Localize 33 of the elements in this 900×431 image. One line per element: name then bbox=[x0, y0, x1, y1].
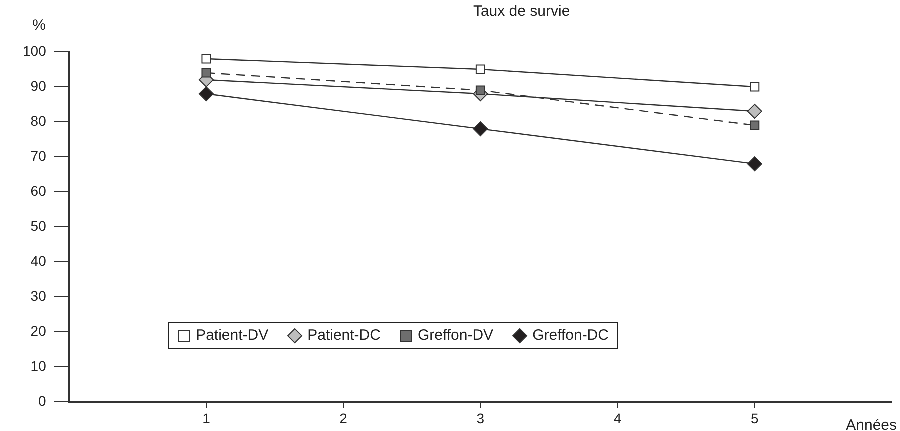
y-axis-title: % bbox=[32, 17, 46, 34]
legend-label: Greffon-DC bbox=[532, 327, 609, 344]
point bbox=[750, 82, 760, 92]
y-tick-label: 60 bbox=[30, 182, 47, 199]
point bbox=[747, 156, 762, 172]
y-tick-label: 50 bbox=[30, 218, 47, 234]
point bbox=[476, 64, 486, 74]
y-tick-label: 0 bbox=[38, 393, 47, 410]
y-tick-label: 90 bbox=[30, 78, 47, 94]
point bbox=[198, 86, 214, 102]
point bbox=[750, 120, 760, 130]
point bbox=[473, 122, 488, 137]
x-tick-label: 2 bbox=[340, 410, 348, 426]
point bbox=[476, 86, 486, 96]
point bbox=[202, 68, 212, 78]
y-tick-label: 70 bbox=[30, 148, 47, 164]
y-tick-label: 80 bbox=[30, 112, 47, 129]
y-tick-label: 100 bbox=[23, 42, 47, 59]
chart-title: Taux de survie bbox=[473, 3, 570, 20]
x-axis-title: Années bbox=[846, 416, 897, 431]
x-tick-label: 5 bbox=[750, 410, 759, 426]
legend-label: Greffon-DV bbox=[418, 327, 494, 344]
x-tick-label: 1 bbox=[202, 410, 211, 426]
x-tick-label: 4 bbox=[614, 410, 622, 426]
point bbox=[202, 54, 212, 64]
y-tick-label: 20 bbox=[30, 323, 47, 340]
point bbox=[747, 104, 762, 120]
legend-label: Patient-DV bbox=[196, 327, 269, 344]
y-tick-label: 10 bbox=[30, 358, 47, 374]
x-tick-label: 3 bbox=[476, 410, 485, 426]
y-tick-label: 40 bbox=[30, 252, 47, 269]
legend-label: Patient-DC bbox=[308, 327, 381, 344]
y-tick-label: 30 bbox=[30, 288, 47, 304]
